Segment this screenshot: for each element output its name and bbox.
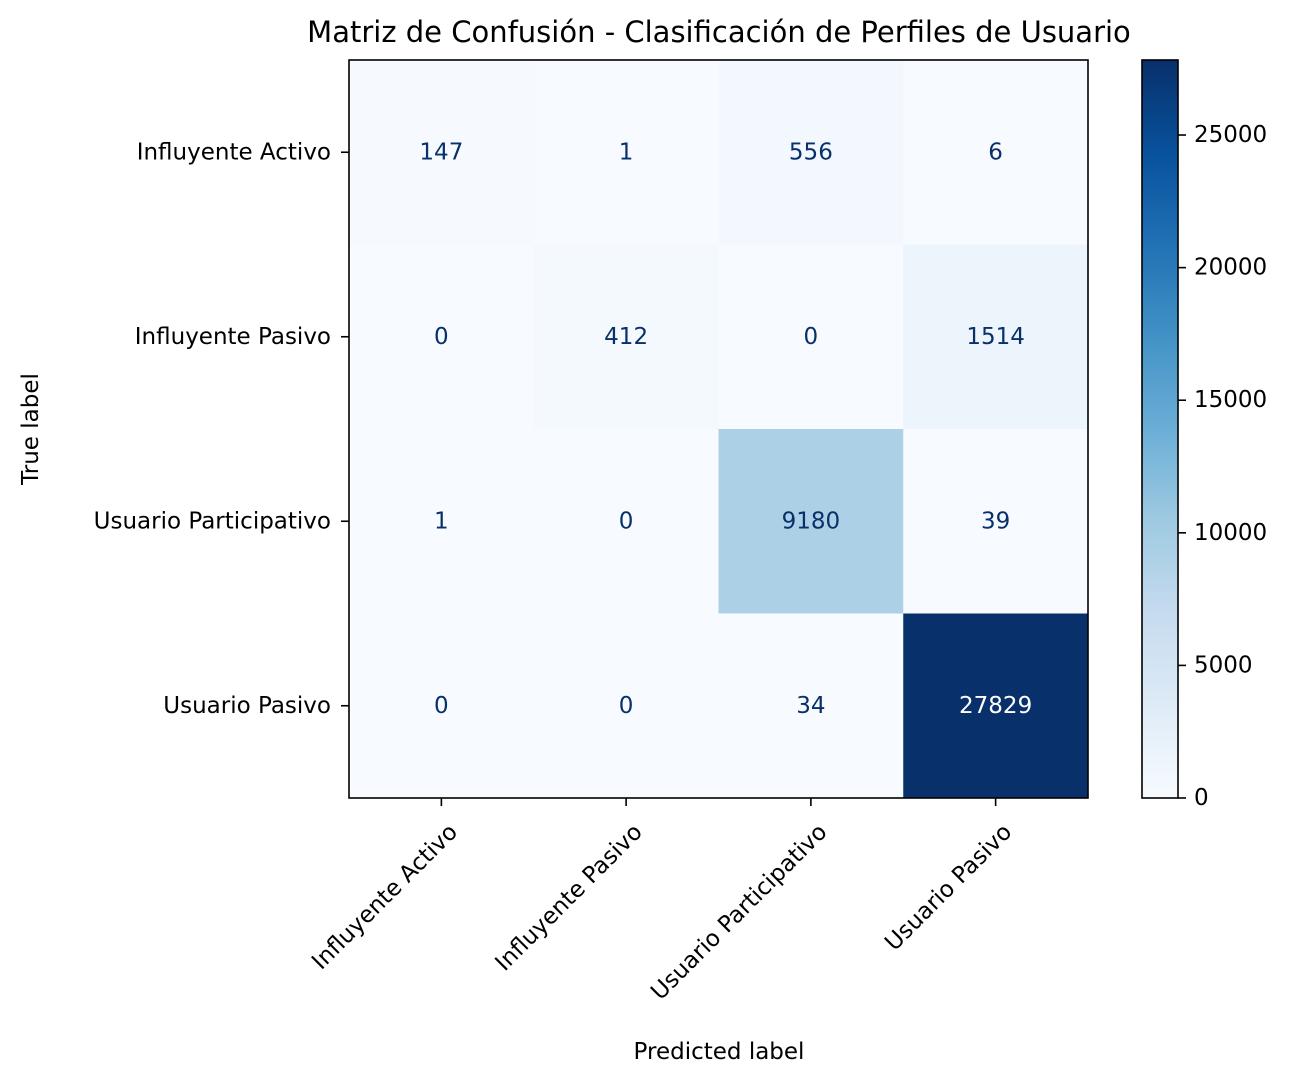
- cell-value-label: 27829: [959, 693, 1032, 719]
- heatmap-cell: [349, 429, 535, 614]
- colorbar-tick-label: 15000: [1194, 387, 1267, 413]
- cell-value-label: 0: [619, 693, 634, 719]
- heatmap-cell: [718, 60, 904, 245]
- colorbar-ticks: 0 5000 10000 15000 20000 25000: [1178, 122, 1267, 811]
- x-axis-label: Predicted label: [634, 1039, 805, 1065]
- cell-value-label: 147: [419, 139, 463, 165]
- heatmap-cell: [533, 60, 719, 245]
- colorbar-tick-label: 25000: [1194, 122, 1267, 148]
- heatmap-cell: [903, 60, 1089, 245]
- colorbar-tick-label: 5000: [1194, 652, 1253, 678]
- cell-value-label: 0: [619, 508, 634, 534]
- x-axis-ticks: Influyente Activo Influyente PasivoUsuari…: [307, 798, 1017, 1005]
- x-tick-label: Influyente Pasivo: [491, 819, 648, 976]
- heatmap-cell: [903, 244, 1089, 430]
- heatmap-cell: [349, 244, 535, 430]
- y-axis-ticks: Influyente Activo Influyente Pasivo Usuari…: [94, 139, 349, 719]
- x-tick-label: Usuario Pasivo: [880, 819, 1017, 956]
- x-tick-label: Influyente Activo: [307, 819, 463, 975]
- cell-value-label: 412: [604, 324, 648, 350]
- cell-value-label: 556: [789, 139, 833, 165]
- cell-value-label: 0: [434, 693, 449, 719]
- y-tick-label: Usuario Participativo: [94, 508, 331, 534]
- heatmap-cell: [903, 613, 1089, 799]
- heatmap-cells: [349, 60, 1089, 799]
- colorbar: [1141, 59, 1179, 799]
- cell-value-label: 6: [988, 139, 1003, 165]
- cell-value-label: 0: [434, 324, 449, 350]
- heatmap-cell-labels: 147 1 556 6 0 412 0 1514 1 0 9180 39 0 0 34 27829: [419, 139, 1032, 719]
- heatmap-cell: [349, 60, 535, 245]
- cell-value-label: 39: [981, 508, 1010, 534]
- colorbar-tick-label: 10000: [1194, 520, 1267, 546]
- y-tick-label: Usuario Pasivo: [163, 693, 331, 719]
- cell-value-label: 9180: [782, 508, 841, 534]
- chart-title: Matriz de Confusión - Clasificación de P…: [307, 15, 1131, 49]
- heatmap-cell: [533, 244, 719, 430]
- heatmap-cell: [349, 613, 535, 799]
- y-tick-label: Influyente Activo: [137, 139, 331, 165]
- colorbar-tick-label: 20000: [1194, 255, 1267, 281]
- x-tick-label: Usuario Participativo: [646, 819, 832, 1005]
- cell-value-label: 1514: [966, 324, 1025, 350]
- cell-value-label: 1: [619, 139, 634, 165]
- heatmap-cell: [718, 429, 904, 614]
- cell-value-label: 0: [804, 324, 819, 350]
- colorbar-tick-label: 0: [1194, 785, 1209, 811]
- heatmap-cell: [533, 613, 719, 799]
- y-axis-label: True label: [18, 373, 44, 486]
- heatmap-cell: [718, 244, 904, 430]
- cell-value-label: 34: [796, 693, 825, 719]
- heatmap-cell: [533, 429, 719, 614]
- y-tick-label: Influyente Pasivo: [135, 324, 331, 350]
- cell-value-label: 1: [434, 508, 449, 534]
- heatmap-cell: [718, 613, 904, 799]
- plot-frame: [348, 59, 1089, 799]
- heatmap-cell: [903, 429, 1089, 614]
